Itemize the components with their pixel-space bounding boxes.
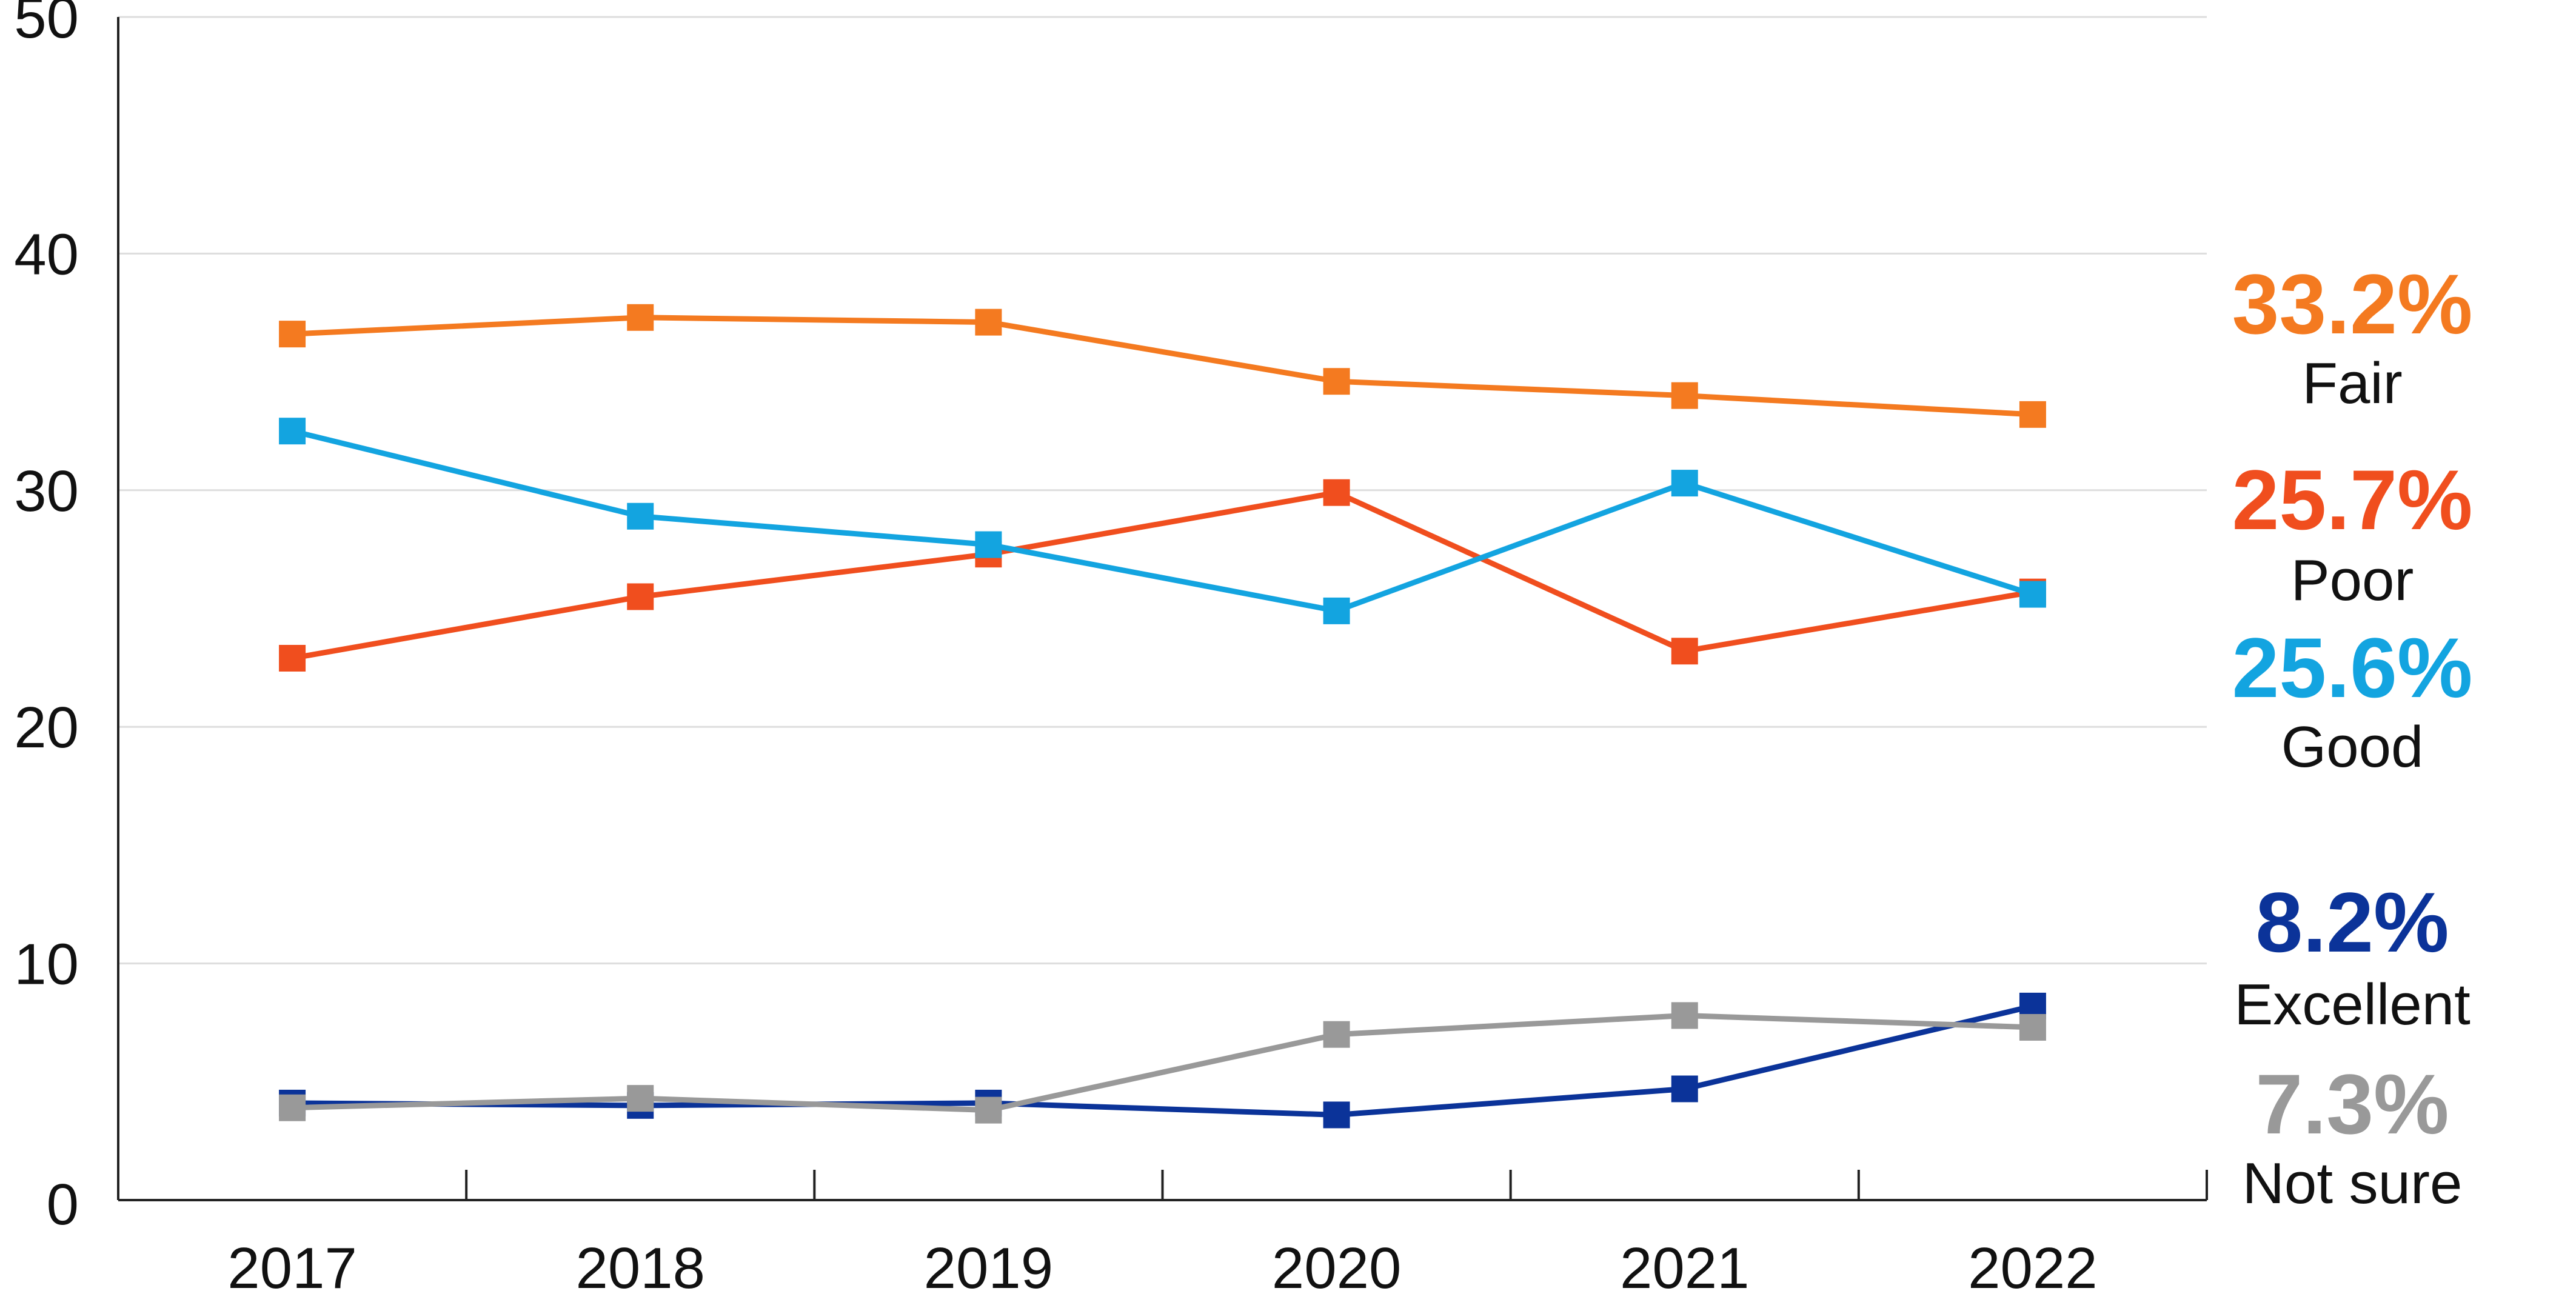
x-tick-label-2022: 2022 xyxy=(1968,1236,2098,1291)
point-not-sure-2019 xyxy=(975,1096,1002,1124)
y-tick-label-40: 40 xyxy=(14,222,79,287)
end-value-good: 25.6% xyxy=(2232,620,2473,715)
x-tick-label-2020: 2020 xyxy=(1272,1236,1402,1291)
point-good-2021 xyxy=(1671,470,1698,497)
point-not-sure-2022 xyxy=(2019,1014,2046,1041)
x-tick-label-2017: 2017 xyxy=(227,1236,357,1291)
y-tick-label-0: 0 xyxy=(47,1172,79,1237)
point-not-sure-2021 xyxy=(1671,1002,1698,1029)
point-poor-2021 xyxy=(1671,638,1698,665)
series-line-fair xyxy=(292,315,2033,418)
x-axis-ticks: 2017 2018 2019 2020 2021 2022 xyxy=(227,1170,2208,1291)
end-name-good: Good xyxy=(2281,715,2424,779)
end-name-not-sure: Not sure xyxy=(2243,1151,2463,1216)
end-value-excellent: 8.2% xyxy=(2255,875,2449,970)
point-not-sure-2020 xyxy=(1323,1021,1350,1048)
gridlines xyxy=(118,16,2207,965)
point-fair-2022 xyxy=(2019,401,2046,428)
point-not-sure-2018 xyxy=(627,1085,654,1112)
y-tick-label-30: 30 xyxy=(14,459,79,524)
end-value-fair: 33.2% xyxy=(2232,256,2473,352)
y-tick-label-10: 10 xyxy=(14,932,79,997)
point-poor-2018 xyxy=(627,583,654,610)
x-tick-label-2021: 2021 xyxy=(1620,1236,1750,1291)
point-good-2019 xyxy=(975,531,1002,558)
point-good-2022 xyxy=(2019,581,2046,608)
point-good-2020 xyxy=(1323,597,1350,624)
point-excellent-2020 xyxy=(1323,1101,1350,1129)
point-excellent-2021 xyxy=(1671,1075,1698,1103)
y-tick-label-20: 20 xyxy=(14,695,79,760)
x-tick-label-2018: 2018 xyxy=(575,1236,705,1291)
end-value-not-sure: 7.3% xyxy=(2255,1056,2449,1152)
series-line-not-sure xyxy=(292,1012,2033,1113)
point-fair-2019 xyxy=(975,309,1002,336)
point-poor-2020 xyxy=(1323,479,1350,506)
end-name-fair: Fair xyxy=(2302,351,2402,416)
y-axis-ticks: 0 10 20 30 40 50 xyxy=(14,0,79,1237)
series-group xyxy=(279,304,2046,1129)
end-name-excellent: Excellent xyxy=(2234,972,2471,1037)
point-not-sure-2017 xyxy=(279,1094,306,1121)
y-tick-label-50: 50 xyxy=(14,0,79,50)
x-tick-label-2019: 2019 xyxy=(924,1236,1054,1291)
end-name-poor: Poor xyxy=(2291,548,2414,613)
end-value-poor: 25.7% xyxy=(2232,452,2473,547)
point-fair-2018 xyxy=(627,304,654,331)
point-good-2017 xyxy=(279,418,306,445)
point-poor-2017 xyxy=(279,644,306,672)
series-line-poor xyxy=(292,490,2033,661)
point-fair-2021 xyxy=(1671,382,1698,409)
point-fair-2017 xyxy=(279,321,306,348)
point-good-2018 xyxy=(627,502,654,530)
point-fair-2020 xyxy=(1323,368,1350,395)
series-line-excellent xyxy=(292,1003,2033,1118)
series-line-good xyxy=(292,428,2034,614)
end-labels: 33.2%Fair 25.7%Poor 25.6%Good 8.2%Excellent… xyxy=(2232,256,2473,1216)
